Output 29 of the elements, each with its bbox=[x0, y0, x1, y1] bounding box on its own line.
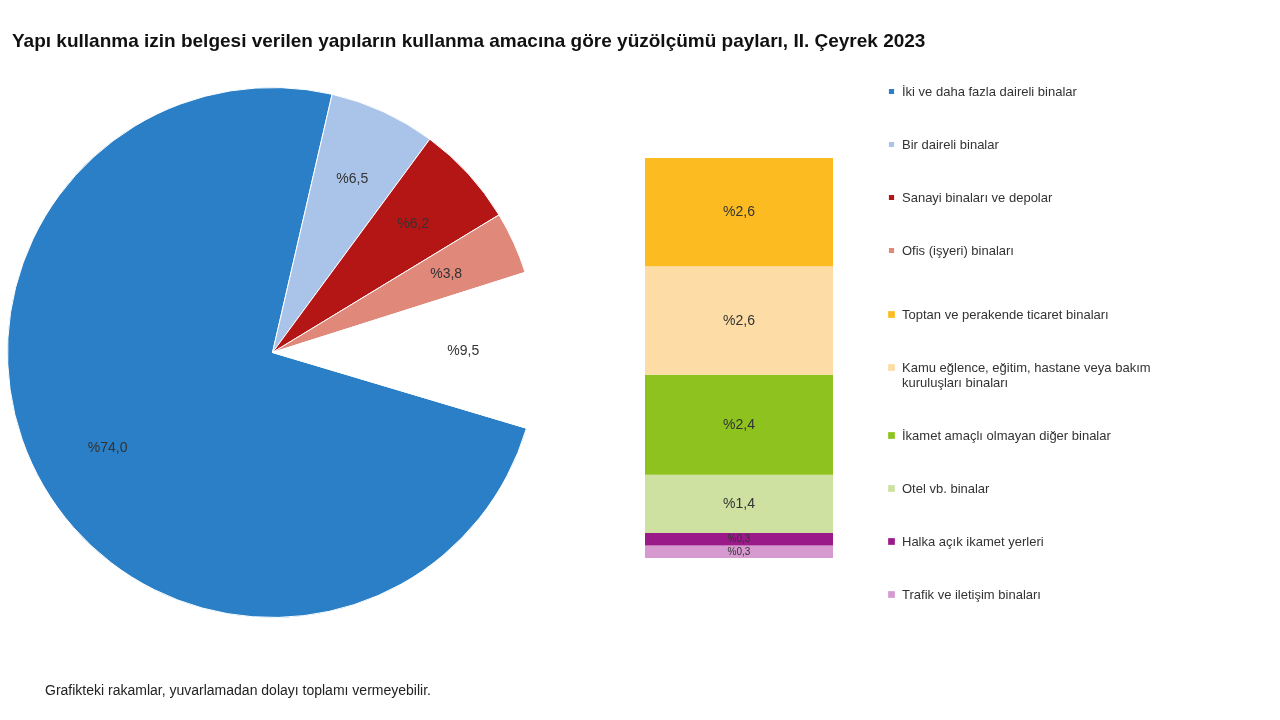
legend-label: Sanayi binaları ve depolar bbox=[902, 189, 1053, 205]
bar bbox=[645, 374, 833, 475]
data-label: %2,4 bbox=[723, 415, 756, 432]
data-label: %1,4 bbox=[723, 494, 756, 511]
legend-label: Otel vb. binalar bbox=[902, 480, 991, 496]
bar bbox=[645, 158, 833, 267]
bar bbox=[645, 533, 833, 546]
legend-label: Toptan ve perakende ticaret binaları bbox=[902, 306, 1109, 322]
legend-label: İki ve daha fazla daireli binalar bbox=[902, 83, 1078, 99]
data-label: %0,3 bbox=[727, 533, 751, 545]
data-label: %6,2 bbox=[397, 214, 430, 231]
bar bbox=[645, 474, 833, 533]
legend-label: Trafik ve iletişim binaları bbox=[902, 586, 1041, 602]
data-label: %9,5 bbox=[447, 341, 480, 358]
data-label: %74,0 bbox=[87, 439, 128, 456]
data-label: %0,3 bbox=[727, 545, 751, 557]
legend-label: Bir daireli binalar bbox=[902, 136, 1000, 152]
data-label: %2,6 bbox=[723, 311, 756, 328]
legend-label: Kamu eğlence, eğitim, hastane veya bakım kuruluşları binaları bbox=[902, 359, 1151, 390]
data-label: %2,6 bbox=[723, 203, 756, 220]
legend-label: İkamet amaçlı olmayan diğer binalar bbox=[902, 427, 1112, 443]
data-label: %3,8 bbox=[430, 264, 463, 281]
chart-title: Yapı kullanma izin belgesi verilen yapıların kullanma amacına göre yüzölçümü payları, II. Çeyrek 2023 bbox=[12, 30, 926, 52]
data-label: %6,5 bbox=[336, 170, 369, 187]
bar bbox=[645, 266, 833, 375]
text: Grafikteki rakamlar, yuvarlamadan dolayı toplamı vermeyebilir. bbox=[45, 682, 431, 698]
legend-label: Halka açık ikamet yerleri bbox=[902, 533, 1044, 549]
legend-label: Ofis (işyeri) binaları bbox=[902, 242, 1014, 258]
bar bbox=[645, 545, 833, 558]
